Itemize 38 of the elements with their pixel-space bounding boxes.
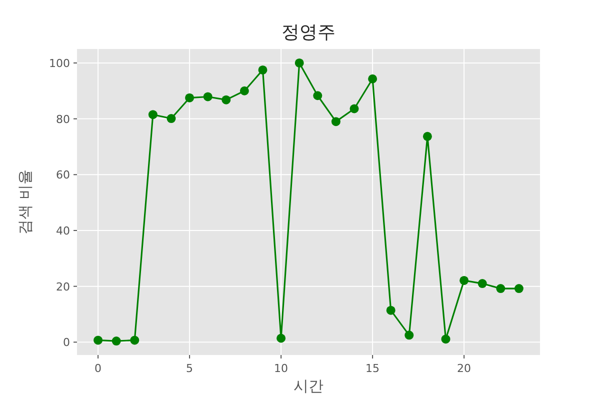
x-tick-label: 15 [366,362,380,375]
point [478,279,487,288]
point [203,92,212,102]
point [404,330,414,340]
point [313,91,322,100]
y-tick-label: 20 [56,280,70,294]
x-tick-label: 20 [457,362,472,375]
point [441,334,450,344]
point [368,74,378,84]
point [222,95,231,104]
point [496,284,506,294]
point [148,110,158,120]
point [240,86,249,96]
x-tick-label: 10 [274,362,288,375]
point [185,93,194,102]
point [276,334,286,343]
x-tick-label: 0 [94,362,102,375]
y-axis-title: 검색 비율 [16,170,34,234]
point [294,58,304,68]
y-tick-label: 60 [56,168,70,182]
point [422,132,432,141]
y-tick-label: 80 [56,112,70,126]
point [112,336,121,346]
point [514,284,524,294]
point [386,306,396,315]
y-tick-label: 0 [63,336,70,350]
point [166,114,176,124]
point [130,336,140,345]
y-tick-label: 100 [49,56,70,70]
chart-title: 정영주 [282,22,336,43]
point [460,276,469,285]
x-tick-label: 5 [186,362,194,375]
point [94,336,103,345]
point [350,104,359,114]
point [258,65,268,74]
point [331,117,340,126]
x-axis-title: 시간 [294,377,324,395]
y-tick-label: 40 [56,224,70,238]
